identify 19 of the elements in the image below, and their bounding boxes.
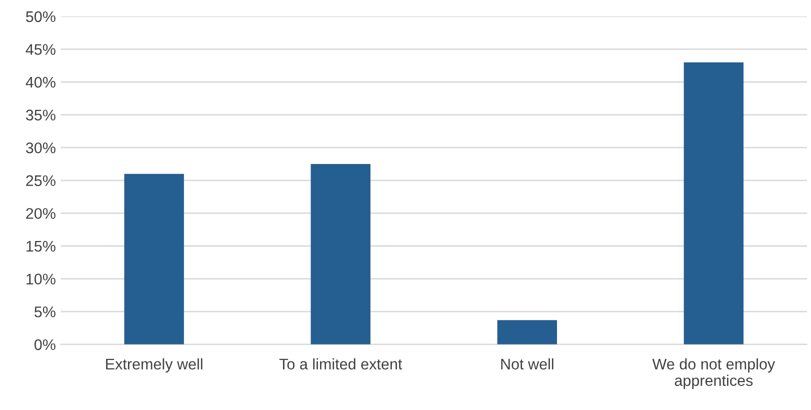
y-tick-label: 40% <box>26 76 56 88</box>
x-tick-label: Not well <box>501 358 554 370</box>
y-tick-label: 25% <box>26 175 56 186</box>
bar <box>684 62 744 344</box>
y-tick-label: 50% <box>26 11 56 22</box>
x-tick-label: We do not employ apprentices <box>652 358 776 389</box>
x-tick-label: To a limited extent <box>279 358 402 370</box>
y-tick-label: 15% <box>26 240 56 252</box>
y-tick-label: 35% <box>26 110 56 120</box>
x-tick-label: Extremely well <box>106 358 202 373</box>
y-tick-label: 0% <box>34 339 56 350</box>
bar <box>310 164 370 344</box>
y-tick-label: 30% <box>26 142 56 154</box>
y-tick-label: 5% <box>34 306 56 318</box>
bar <box>124 174 184 344</box>
y-tick-label: 10% <box>26 274 56 284</box>
bar <box>497 320 557 344</box>
y-tick-label: 20% <box>26 208 56 219</box>
y-tick-label: 45% <box>26 44 56 55</box>
